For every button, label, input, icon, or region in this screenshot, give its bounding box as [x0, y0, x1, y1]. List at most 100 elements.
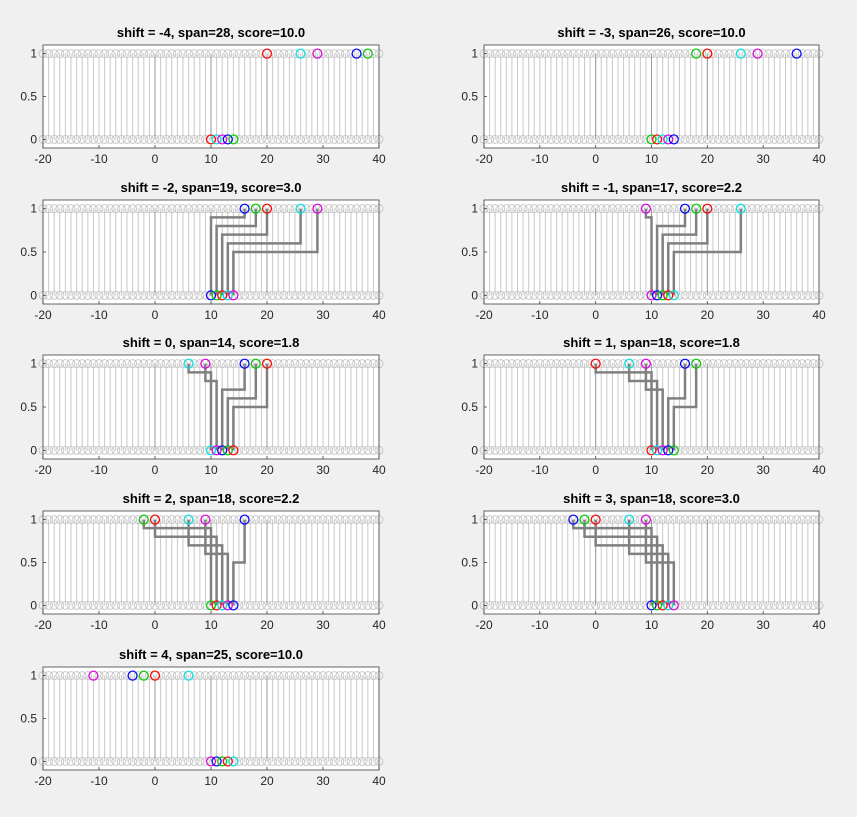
- stem-marker: [630, 204, 640, 214]
- magenta-bottom-marker: [211, 445, 222, 456]
- stem-marker: [613, 359, 623, 369]
- y-tick-label: 0: [471, 132, 478, 146]
- stem-marker: [540, 290, 550, 300]
- stem-marker: [808, 359, 818, 369]
- stem-marker: [490, 515, 500, 525]
- stem-marker: [686, 359, 696, 369]
- stem-marker: [708, 359, 718, 369]
- stem-marker: [195, 671, 205, 681]
- stem-marker: [697, 204, 707, 214]
- stem-marker: [747, 515, 757, 525]
- y-tick-label: 0: [471, 598, 478, 612]
- stem-marker: [184, 204, 194, 214]
- stem-marker: [116, 756, 126, 766]
- stem-marker: [111, 134, 121, 144]
- y-tick-label: 0: [30, 598, 37, 612]
- stem-marker: [178, 134, 188, 144]
- stem-marker: [296, 134, 306, 144]
- stem-marker: [329, 515, 339, 525]
- x-tick-label: -20: [34, 152, 52, 166]
- stem-marker: [273, 290, 283, 300]
- stem-marker: [245, 515, 255, 525]
- green-top-marker: [579, 514, 590, 525]
- stem-marker: [769, 515, 779, 525]
- stem-marker: [352, 359, 362, 369]
- stem-marker: [94, 359, 104, 369]
- blue-top-marker: [239, 358, 250, 369]
- stem-marker: [568, 445, 578, 455]
- stem-marker: [172, 359, 182, 369]
- stem-marker: [268, 600, 278, 610]
- stem-marker: [786, 204, 796, 214]
- stem-marker: [552, 600, 562, 610]
- stem-marker: [122, 359, 132, 369]
- stem-marker: [635, 49, 645, 59]
- stem-marker: [786, 290, 796, 300]
- stem-marker: [296, 445, 306, 455]
- magenta-bottom-marker: [657, 445, 668, 456]
- stem-marker: [55, 671, 65, 681]
- stem-marker: [184, 49, 194, 59]
- stem-field: [483, 519, 820, 606]
- stem-marker: [290, 445, 300, 455]
- stem-marker: [792, 290, 802, 300]
- stem-marker: [240, 671, 250, 681]
- stem-marker: [228, 359, 238, 369]
- red-top-marker: [261, 203, 273, 214]
- stem-marker: [128, 134, 138, 144]
- stem-marker: [256, 49, 266, 59]
- stem-marker: [758, 600, 768, 610]
- stem-marker: [747, 359, 757, 369]
- stem-marker: [234, 445, 244, 455]
- stem-marker: [156, 600, 166, 610]
- stem-marker: [619, 134, 629, 144]
- stem-marker: [234, 515, 244, 525]
- stem-marker: [619, 445, 629, 455]
- stem-marker: [290, 49, 300, 59]
- x-tick-label: 30: [316, 774, 330, 788]
- stem-marker: [268, 359, 278, 369]
- stem-marker: [105, 359, 115, 369]
- stem-marker: [630, 359, 640, 369]
- subplot-5: -20 -10 0 10 20 30 40 0 0.5 1 shift = 0, span=14, …: [20, 335, 386, 477]
- stem-marker: [535, 204, 545, 214]
- x-tick-label: 20: [701, 308, 715, 322]
- stem-marker: [352, 756, 362, 766]
- stem-marker: [363, 359, 373, 369]
- stem-marker: [535, 600, 545, 610]
- stem-marker: [357, 600, 367, 610]
- stem-marker: [730, 204, 740, 214]
- stem-marker: [167, 756, 177, 766]
- x-tick-label: 20: [260, 618, 274, 632]
- stem-marker: [741, 49, 751, 59]
- stem-marker: [284, 671, 294, 681]
- stem-marker: [741, 359, 751, 369]
- connector-path: [655, 208, 687, 296]
- connector-path: [204, 519, 230, 606]
- stem-marker: [529, 49, 539, 59]
- blue-top-marker: [127, 670, 138, 681]
- connector-path: [220, 363, 246, 451]
- stem-marker: [178, 600, 188, 610]
- stem-marker: [116, 515, 126, 525]
- stem-marker: [122, 204, 132, 214]
- blue-bottom-marker: [205, 290, 217, 301]
- stem-marker: [613, 134, 623, 144]
- subplot-6: -20 -10 0 10 20 30 40 0 0.5 1 shift = 1, span=18, …: [461, 335, 826, 477]
- stem-marker: [340, 290, 350, 300]
- stem-marker: [340, 359, 350, 369]
- stem-marker: [758, 290, 768, 300]
- magenta-top-marker: [640, 514, 652, 525]
- stem-marker: [139, 445, 149, 455]
- stem-marker: [674, 445, 684, 455]
- stem-marker: [240, 49, 250, 59]
- stem-marker: [507, 204, 517, 214]
- stem-marker: [105, 600, 115, 610]
- stem-marker: [563, 204, 573, 214]
- stem-marker: [357, 134, 367, 144]
- x-tick-label: -20: [34, 308, 52, 322]
- subplot-title: shift = 3, span=18, score=3.0: [563, 491, 740, 506]
- stem-marker: [753, 445, 763, 455]
- stem-marker: [501, 600, 511, 610]
